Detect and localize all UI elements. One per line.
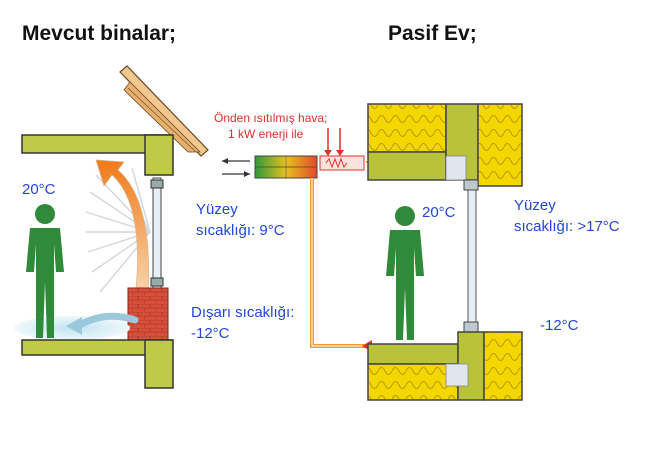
left-outdoor-value: -12°C [191, 325, 230, 342]
passive-window [463, 179, 479, 333]
old-ceiling-slab [21, 134, 174, 176]
ventilation-note-line2: 1 kW enerji ile [228, 127, 304, 141]
right-indoor-temp: 20°C [422, 204, 456, 221]
old-heat-loss-arrow [95, 159, 150, 319]
left-surface-label: Yüzey [196, 201, 238, 218]
left-outdoor-label: Dışarı sıcaklığı: [191, 304, 295, 321]
person-icon-left [26, 204, 64, 338]
passive-floor [367, 331, 523, 401]
old-roof [119, 65, 209, 157]
cold-draft [14, 312, 139, 340]
old-window [150, 177, 164, 289]
left-surface-value: sıcaklığı: 9°C [196, 222, 285, 239]
person-icon-right [386, 206, 424, 340]
title-existing-buildings: Mevcut binalar; [22, 22, 177, 45]
right-surface-value: sıcaklığı: >17°C [514, 218, 620, 235]
radiator [127, 287, 169, 345]
old-floor-slab [21, 339, 174, 389]
left-indoor-temp: 20°C [22, 181, 56, 198]
passive-ceiling [367, 103, 523, 187]
title-passive-house: Pasif Ev; [388, 22, 477, 45]
right-outdoor-temp: -12°C [540, 317, 579, 334]
right-surface-label: Yüzey [514, 197, 556, 214]
ventilation-note-line1: Önden ısıtılmış hava; [214, 111, 328, 125]
